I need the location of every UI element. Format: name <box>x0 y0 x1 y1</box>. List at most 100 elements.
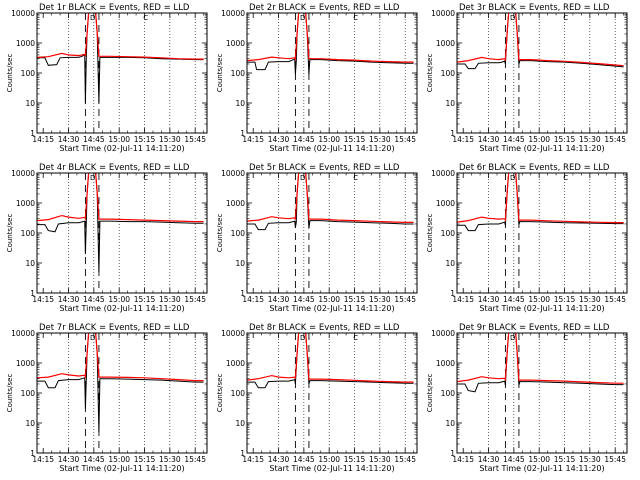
x-tick-label: 14:15 <box>452 295 474 304</box>
y-tick-label: 100 <box>231 229 246 238</box>
y-tick-label: 1000 <box>436 199 455 208</box>
x-tick-label: 14:30 <box>268 135 290 144</box>
x-tick-label: 15:15 <box>134 295 156 304</box>
y-tick-label: 100 <box>441 389 456 398</box>
annotation-marker-d: D <box>90 14 95 22</box>
y-axis-label: Counts/sec <box>426 374 434 413</box>
x-tick-label: 15:00 <box>108 295 130 304</box>
y-tick-label: 100 <box>231 389 246 398</box>
y-tick-label: 1 <box>450 449 455 458</box>
x-tick-label: 15:30 <box>159 455 181 464</box>
y-tick-label: 1 <box>30 289 35 298</box>
x-tick-label: 15:45 <box>394 295 416 304</box>
x-tick-label: 14:45 <box>503 295 525 304</box>
x-tick-label: 14:45 <box>293 295 315 304</box>
x-tick-label: 15:00 <box>108 135 130 144</box>
y-tick-label: 10 <box>445 419 455 428</box>
y-tick-label: 1000 <box>436 359 455 368</box>
x-tick-label: 15:30 <box>579 295 601 304</box>
y-tick-label: 100 <box>21 389 36 398</box>
x-tick-label: 15:45 <box>604 135 626 144</box>
lld-series-line <box>457 173 624 224</box>
y-tick-label: 10 <box>25 419 35 428</box>
y-tick-label: 100 <box>21 69 36 78</box>
annotation-marker-c: C <box>353 174 358 182</box>
x-axis-label: Start Time (02-Jul-11 14:11:20) <box>479 144 604 153</box>
events-series-line <box>457 13 624 70</box>
x-axis-label: Start Time (02-Jul-11 14:11:20) <box>59 464 184 473</box>
y-tick-label: 10000 <box>431 329 455 338</box>
x-tick-label: 15:30 <box>159 295 181 304</box>
y-tick-label: 1 <box>240 289 245 298</box>
panel-title: Det 5r BLACK = Events, RED = LLD <box>249 163 400 173</box>
annotation-marker-c: C <box>143 14 148 22</box>
x-tick-label: 15:00 <box>318 135 340 144</box>
annotation-marker-d: D <box>300 334 305 342</box>
y-tick-label: 10 <box>235 419 245 428</box>
y-axis-label: Counts/sec <box>426 214 434 253</box>
y-tick-label: 1000 <box>16 39 35 48</box>
y-tick-label: 100 <box>231 69 246 78</box>
x-axis-label: Start Time (02-Jul-11 14:11:20) <box>59 304 184 313</box>
y-tick-label: 1 <box>30 129 35 138</box>
x-tick-label: 14:30 <box>478 135 500 144</box>
y-tick-label: 10000 <box>221 9 245 18</box>
panel-series <box>457 173 624 232</box>
x-axis-label: Start Time (02-Jul-11 14:11:20) <box>479 464 604 473</box>
annotation-marker-c: C <box>353 14 358 22</box>
x-tick-label: 15:00 <box>528 295 550 304</box>
panel-series <box>37 13 204 104</box>
x-axis-label: Start Time (02-Jul-11 14:11:20) <box>59 144 184 153</box>
annotation-marker-d: D <box>510 14 515 22</box>
x-tick-label: 15:15 <box>134 455 156 464</box>
x-tick-label: 14:45 <box>83 455 105 464</box>
x-tick-label: 15:00 <box>108 455 130 464</box>
y-tick-label: 100 <box>441 229 456 238</box>
y-tick-label: 100 <box>441 69 456 78</box>
y-axis-label: Counts/sec <box>6 214 14 253</box>
x-tick-label: 14:15 <box>32 455 54 464</box>
x-tick-label: 15:15 <box>134 135 156 144</box>
annotation-marker-c: C <box>353 334 358 342</box>
x-tick-label: 15:15 <box>554 455 576 464</box>
lld-series-line <box>37 173 204 223</box>
annotation-marker-d: D <box>300 14 305 22</box>
lld-series-line <box>247 173 414 223</box>
panel-title: Det 6r BLACK = Events, RED = LLD <box>459 163 610 173</box>
x-tick-label: 15:45 <box>184 295 206 304</box>
x-tick-label: 15:45 <box>184 135 206 144</box>
events-series-line <box>37 333 204 433</box>
panel-series <box>247 333 414 389</box>
events-series-line <box>247 333 414 389</box>
panel-title: Det 8r BLACK = Events, RED = LLD <box>249 323 400 333</box>
y-tick-label: 10000 <box>431 9 455 18</box>
x-tick-label: 15:15 <box>344 135 366 144</box>
y-axis-label: Counts/sec <box>6 54 14 93</box>
x-tick-label: 15:00 <box>318 295 340 304</box>
panel-series <box>457 13 624 70</box>
annotation-marker-d: D <box>90 334 95 342</box>
x-tick-label: 15:30 <box>579 455 601 464</box>
x-tick-label: 14:30 <box>268 455 290 464</box>
panel-title: Det 2r BLACK = Events, RED = LLD <box>249 3 400 13</box>
y-axis-label: Counts/sec <box>216 214 224 253</box>
panel-series <box>247 13 414 75</box>
x-tick-label: 15:30 <box>579 135 601 144</box>
events-series-line <box>247 13 414 75</box>
y-tick-label: 100 <box>21 229 36 238</box>
y-tick-label: 10000 <box>221 329 245 338</box>
x-tick-label: 14:15 <box>242 135 264 144</box>
y-tick-label: 1 <box>240 129 245 138</box>
x-tick-label: 15:45 <box>604 455 626 464</box>
y-tick-label: 10000 <box>11 9 35 18</box>
x-tick-label: 15:00 <box>528 455 550 464</box>
events-series-line <box>247 173 414 231</box>
x-axis-label: Start Time (02-Jul-11 14:11:20) <box>269 144 394 153</box>
